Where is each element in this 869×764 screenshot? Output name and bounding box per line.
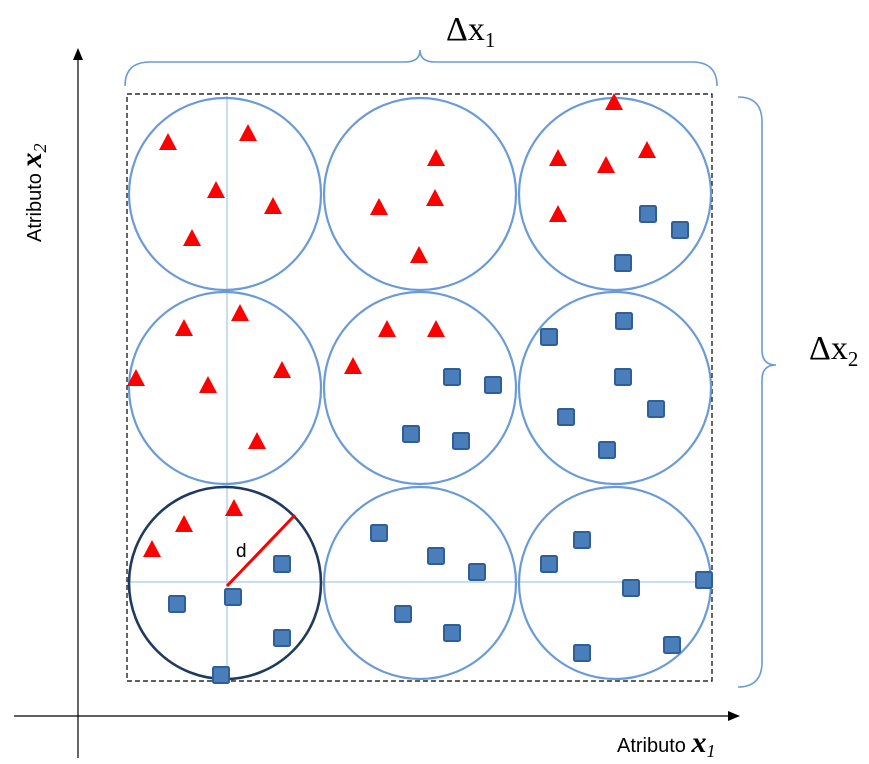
circle-bottom-right	[517, 485, 713, 681]
square-point	[614, 254, 632, 272]
triangle-point	[175, 515, 193, 532]
triangle-point	[370, 198, 388, 215]
triangle-point	[597, 156, 615, 173]
square-point	[598, 441, 616, 459]
square-point	[695, 571, 713, 589]
radius-indicator	[225, 513, 297, 588]
square-point	[573, 531, 591, 549]
square-point	[622, 579, 640, 597]
triangle-point	[549, 205, 567, 222]
square-point	[273, 629, 291, 647]
square-point	[443, 624, 461, 642]
y-axis-arrow	[73, 48, 83, 60]
triangle-point	[638, 141, 656, 158]
square-point	[402, 425, 420, 443]
square-point	[427, 547, 445, 565]
brace-delta-x2	[737, 96, 777, 688]
triangle-point	[426, 189, 444, 206]
radius-line	[225, 513, 297, 588]
circle-top-center	[322, 96, 518, 292]
triangle-point	[143, 540, 161, 557]
square-point	[614, 368, 632, 386]
triangle-point	[248, 432, 266, 449]
square-point	[168, 595, 186, 613]
dashed-bounding-box	[126, 93, 713, 682]
triangle-point	[344, 357, 362, 374]
circle-top-left	[127, 96, 323, 292]
triangle-point	[239, 124, 257, 141]
triangle-point	[264, 197, 282, 214]
triangle-point	[427, 320, 445, 337]
square-point	[443, 368, 461, 386]
delta-x2-label: Δx2	[809, 330, 858, 371]
square-point	[540, 555, 558, 573]
triangle-point	[175, 319, 193, 336]
triangle-point	[273, 361, 291, 378]
square-point	[452, 432, 470, 450]
x-axis-arrow	[728, 711, 740, 721]
y-axis-label: Atributo x2	[15, 144, 50, 242]
triangle-point	[378, 320, 396, 337]
triangle-point	[159, 133, 177, 150]
circle-middle-right	[517, 290, 713, 486]
square-point	[394, 605, 412, 623]
circle-middle-left	[127, 290, 323, 486]
circle-bottom-center	[322, 485, 518, 681]
square-point	[468, 563, 486, 581]
triangle-point	[199, 376, 217, 393]
triangle-point	[231, 304, 249, 321]
delta-x1-label: Δx1	[446, 11, 495, 52]
data-points	[127, 93, 713, 684]
triangle-point	[549, 149, 567, 166]
square-point	[540, 328, 558, 346]
square-point	[557, 408, 575, 426]
guide-lines	[130, 96, 712, 680]
square-point	[663, 636, 681, 654]
square-point	[370, 524, 388, 542]
square-point	[647, 400, 665, 418]
square-point	[671, 221, 689, 239]
triangle-point	[207, 181, 225, 198]
x-axis-label: Atributo x1	[617, 726, 715, 761]
axes	[14, 48, 740, 758]
square-point	[273, 555, 291, 573]
square-point	[573, 644, 591, 662]
square-point	[224, 588, 242, 606]
square-point	[639, 205, 657, 223]
circle-middle-center	[322, 290, 518, 486]
brace-delta-x1	[124, 49, 718, 87]
triangle-point	[225, 499, 243, 516]
triangle-point	[410, 246, 428, 263]
neighborhood-circles	[127, 96, 713, 681]
square-point	[212, 666, 230, 684]
triangle-point	[183, 229, 201, 246]
square-point	[615, 312, 633, 330]
radius-label: d	[236, 541, 247, 562]
square-point	[484, 376, 502, 394]
triangle-point	[605, 93, 623, 110]
triangle-point	[127, 369, 145, 386]
triangle-point	[427, 149, 445, 166]
